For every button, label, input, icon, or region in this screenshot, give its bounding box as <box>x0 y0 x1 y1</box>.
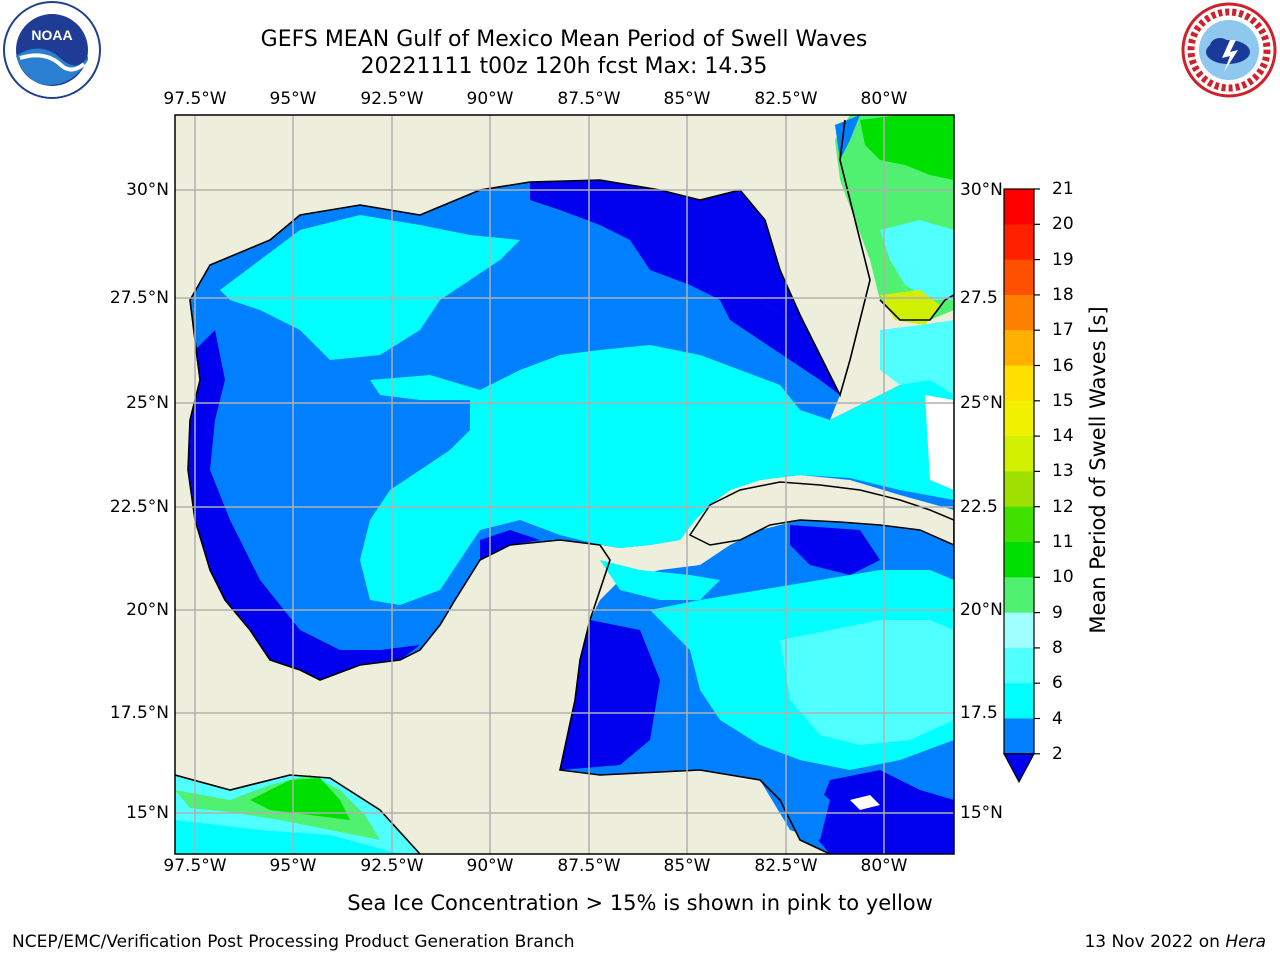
credit-text: NCEP/EMC/Verification Post Processing Pr… <box>12 932 575 952</box>
cuba <box>688 481 954 546</box>
coastlines <box>175 119 954 854</box>
lat-label-right: 15°N <box>960 803 1003 823</box>
colorbar-tick-label: 20 <box>1052 214 1074 235</box>
lon-label-bottom: 82.5°W <box>754 856 818 876</box>
lon-label-bottom: 80°W <box>860 856 908 876</box>
colorbar-tick-label: 2 <box>1052 743 1063 764</box>
lat-label-left: 30°N <box>126 180 169 200</box>
lat-label-right: 30°N <box>960 180 1003 200</box>
lon-label-bottom: 92.5°W <box>360 856 424 876</box>
lon-label-top: 92.5°W <box>360 89 424 109</box>
lon-label-top: 80°W <box>860 89 908 109</box>
sea-ice-note-text: Sea Ice Concentration > 15% is shown in … <box>347 891 933 915</box>
date-text: 13 Nov 2022 on Hera <box>1084 932 1266 952</box>
colorbar-tick-label: 17 <box>1052 320 1074 341</box>
lat-label-right: 22.5 <box>960 497 998 517</box>
caribbean-dark <box>790 525 880 575</box>
lat-label-left: 22.5°N <box>109 497 169 517</box>
lon-label-bottom: 97.5°W <box>163 856 227 876</box>
colorbar-bin <box>1004 577 1034 614</box>
colorbar-tick-label: 8 <box>1052 637 1063 658</box>
colorbar-bin <box>1004 294 1034 331</box>
gulf-dark-west <box>188 330 420 680</box>
colorbar-tick-label: 4 <box>1052 708 1063 729</box>
colorbar-bin <box>1004 436 1034 472</box>
sea-ice-note: Sea Ice Concentration > 15% is shown in … <box>0 891 1280 915</box>
colorbar-bin <box>1004 365 1034 402</box>
lat-label-left: 20°N <box>126 600 169 620</box>
colorbar-bin <box>1004 718 1034 755</box>
colorbar-tick-label: 18 <box>1052 284 1074 305</box>
map-area <box>175 115 954 854</box>
colorbar-bin <box>1004 506 1034 543</box>
colorbar-tick-label: 10 <box>1052 567 1074 588</box>
colorbar <box>1002 188 1040 784</box>
gridlines <box>175 115 954 854</box>
colorbar-tick-label: 9 <box>1052 602 1063 623</box>
colorbar-bin <box>1004 330 1034 366</box>
lon-label-bottom: 85°W <box>663 856 711 876</box>
chart-subtitle: 20221111 t00z 120h fcst Max: 14.35 <box>360 54 768 79</box>
lat-label-right: 25°N <box>960 393 1003 413</box>
colorbar-tick-label: 13 <box>1052 461 1074 482</box>
lon-label-top: 85°W <box>663 89 711 109</box>
colorbar-tick-label: 11 <box>1052 532 1074 552</box>
colorbar-tick-label: 14 <box>1052 426 1074 447</box>
colorbar-bin <box>1004 471 1034 508</box>
colorbar-bin <box>1004 189 1034 225</box>
colorbar-bin <box>1004 259 1034 296</box>
date-prefix: 13 Nov 2022 on <box>1084 932 1220 952</box>
lon-label-top: 87.5°W <box>557 89 621 109</box>
colorbar-bin <box>1004 683 1034 719</box>
lat-label-right: 17.5 <box>960 703 998 723</box>
loop-current <box>220 215 520 360</box>
colorbar-bin <box>1004 647 1034 684</box>
gulf-dark-north <box>530 180 800 320</box>
lon-label-bottom: 90°W <box>466 856 514 876</box>
colorbar-tick-label: 19 <box>1052 249 1074 270</box>
nws-logo <box>1181 2 1277 98</box>
colorbar-bin <box>1004 612 1034 649</box>
lon-label-top: 90°W <box>466 89 514 109</box>
colorbar-tick-label: 21 <box>1052 179 1074 199</box>
lon-label-top: 97.5°W <box>163 89 227 109</box>
date-host: Hera <box>1225 932 1266 952</box>
colorbar-label: Mean Period of Swell Waves [s] <box>1086 306 1110 634</box>
lon-label-bottom: 87.5°W <box>557 856 621 876</box>
lat-label-left: 27.5°N <box>109 288 169 308</box>
lat-label-left: 15°N <box>126 803 169 823</box>
lon-label-top: 95°W <box>269 89 317 109</box>
colorbar-tick-label: 15 <box>1052 390 1074 411</box>
noaa-logo-text: NOAA <box>31 27 72 43</box>
colorbar-tick-label: 6 <box>1052 673 1063 694</box>
lat-label-right: 20°N <box>960 600 1003 620</box>
colorbar-bin <box>1004 224 1034 261</box>
lat-label-left: 25°N <box>126 393 169 413</box>
lat-label-right: 27.5 <box>960 288 998 308</box>
colorbar-tick-label: 12 <box>1052 496 1074 517</box>
colorbar-bin <box>1004 400 1034 437</box>
lat-label-left: 17.5°N <box>109 703 169 723</box>
colorbar-bin <box>1004 542 1034 578</box>
noaa-logo: NOAA <box>3 1 101 99</box>
chart-title: GEFS MEAN Gulf of Mexico Mean Period of … <box>260 27 868 52</box>
colorbar-extend <box>1002 753 1036 784</box>
map-frame <box>174 114 955 855</box>
lon-label-top: 82.5°W <box>754 89 818 109</box>
colorbar-tick-label: 16 <box>1052 355 1074 376</box>
lon-label-bottom: 95°W <box>269 856 317 876</box>
